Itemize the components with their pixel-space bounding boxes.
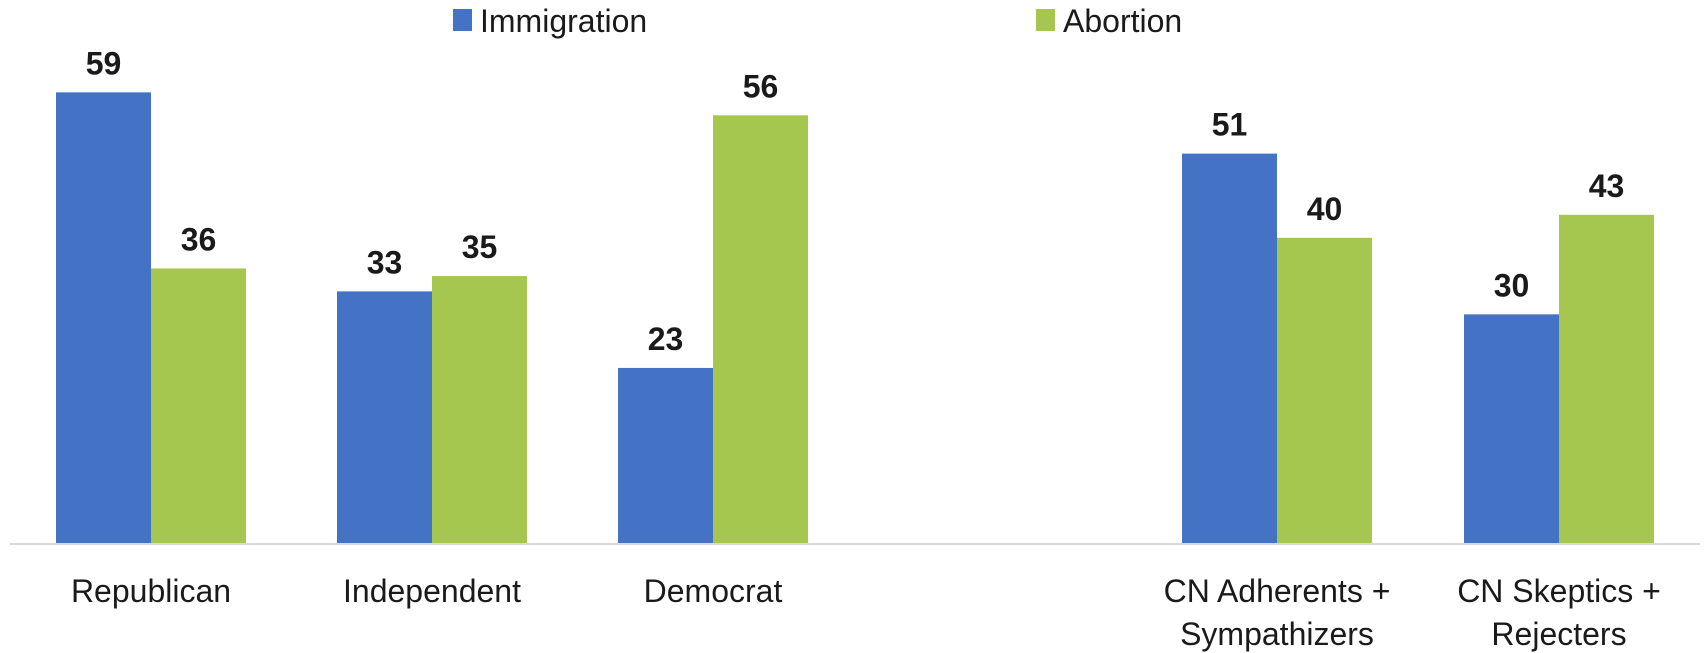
bar-immigration-independent — [337, 291, 432, 544]
category-label-cn-skeptics-rejecters-line-1: CN Skeptics + — [1457, 573, 1661, 609]
category-label-republican: Republican — [71, 573, 231, 609]
category-label-cn-skeptics-rejecters-line-2: Rejecters — [1491, 616, 1626, 652]
value-label-immigration-republican: 59 — [86, 45, 122, 81]
value-label-immigration-cn-skeptics-rejecters: 30 — [1494, 267, 1530, 303]
value-label-abortion-republican: 36 — [181, 221, 217, 257]
value-label-immigration-independent: 33 — [367, 244, 403, 280]
bar-abortion-republican — [151, 268, 246, 544]
legend-label-immigration: Immigration — [480, 3, 647, 39]
bars — [56, 92, 1654, 545]
bar-abortion-democrat — [713, 115, 808, 544]
bar-abortion-cn-skeptics-rejecters — [1559, 214, 1654, 544]
bar-immigration-cn-adherents-sympathizers — [1182, 153, 1277, 544]
value-label-abortion-independent: 35 — [462, 229, 498, 265]
bar-immigration-democrat — [618, 367, 713, 544]
value-label-immigration-cn-adherents-sympathizers: 51 — [1212, 107, 1248, 143]
category-labels: Republican Independent Democrat CN Adherent… — [71, 573, 1661, 652]
category-label-cn-adherents-sympathizers-line-2: Sympathizers — [1180, 616, 1374, 652]
legend-label-abortion: Abortion — [1063, 3, 1182, 39]
value-label-abortion-cn-skeptics-rejecters: 43 — [1589, 168, 1625, 204]
bar-abortion-independent — [432, 276, 527, 544]
bar-abortion-cn-adherents-sympathizers — [1277, 237, 1372, 545]
value-label-abortion-democrat: 56 — [743, 68, 779, 104]
category-label-independent: Independent — [343, 573, 521, 609]
value-label-abortion-cn-adherents-sympathizers: 40 — [1307, 191, 1343, 227]
legend: Immigration Abortion — [453, 3, 1182, 39]
legend-swatch-abortion — [1036, 9, 1055, 31]
bar-immigration-republican — [56, 92, 151, 544]
bar-immigration-cn-skeptics-rejecters — [1464, 314, 1559, 544]
category-label-democrat: Democrat — [644, 573, 783, 609]
value-labels: 59 36 33 35 23 56 51 40 30 43 — [86, 45, 1625, 357]
category-label-cn-adherents-sympathizers-line-1: CN Adherents + — [1164, 573, 1391, 609]
value-label-immigration-democrat: 23 — [648, 321, 684, 357]
legend-swatch-immigration — [453, 9, 472, 31]
